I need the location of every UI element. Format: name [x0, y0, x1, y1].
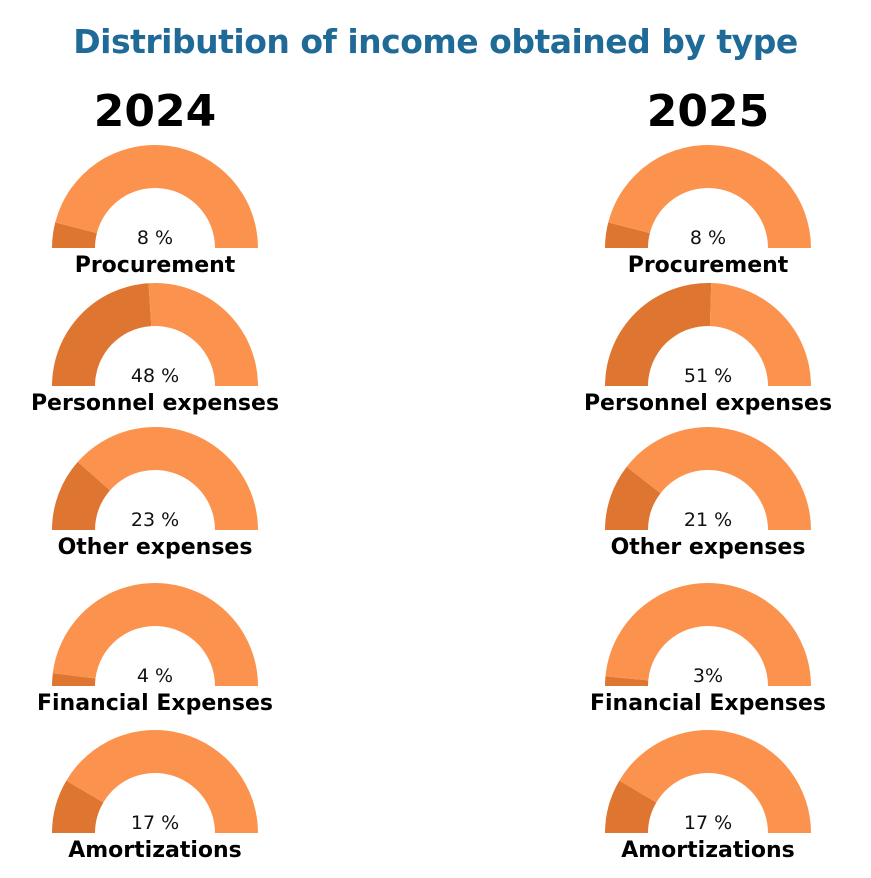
gauge-remainder-arc	[66, 729, 259, 833]
gauge-category-label: Procurement	[75, 253, 236, 278]
gauge-value-arc	[52, 461, 110, 530]
gauge-remainder-arc	[55, 144, 259, 248]
gauge-value-label: 4 %	[137, 665, 173, 687]
gauge-value-arc	[605, 676, 649, 686]
gauge-remainder-arc	[148, 282, 258, 386]
chart-title: Distribution of income obtained by type	[73, 22, 798, 61]
gauge-remainder-arc	[52, 582, 258, 686]
year-2025-heading: 2025	[646, 86, 770, 137]
gauge-category-label: Amortizations	[621, 838, 795, 863]
gauge-remainder-arc	[77, 427, 259, 530]
gauge-value-arc	[52, 283, 152, 386]
gauge-value-label: 17 %	[684, 812, 732, 834]
gauge-value-label: 8 %	[137, 227, 173, 249]
gauge-value-label: 21 %	[684, 509, 732, 531]
gauge-value-arc	[52, 780, 104, 833]
gauge-value-arc	[605, 780, 657, 833]
gauge-value-label: 8 %	[690, 227, 726, 249]
gauge-value-label: 3%	[693, 665, 723, 687]
year-2024-heading: 2024	[93, 86, 217, 137]
gauge-category-label: Financial Expenses	[590, 691, 826, 716]
gauge-category-label: Financial Expenses	[37, 691, 273, 716]
gauge-value-arc	[605, 466, 661, 530]
gauge-value-arc	[605, 222, 650, 248]
gauge-remainder-arc	[605, 582, 811, 686]
gauge-value-label: 51 %	[684, 365, 732, 387]
gauge-category-label: Personnel expenses	[31, 391, 279, 416]
gauge-category-label: Procurement	[628, 253, 789, 278]
gauge-remainder-arc	[626, 426, 811, 530]
gauge-value-arc	[605, 283, 712, 386]
gauge-value-label: 17 %	[131, 812, 179, 834]
gauge-category-label: Other expenses	[611, 535, 806, 560]
gauge-value-arc	[52, 673, 96, 686]
gauge-value-label: 48 %	[131, 365, 179, 387]
gauge-value-label: 23 %	[131, 509, 179, 531]
gauge-remainder-arc	[709, 283, 811, 386]
gauge-category-label: Personnel expenses	[584, 391, 832, 416]
gauge-remainder-arc	[608, 145, 811, 248]
gauge-category-label: Amortizations	[68, 838, 242, 863]
gauge-category-label: Other expenses	[58, 535, 253, 560]
gauge-remainder-arc	[619, 729, 811, 833]
gauge-value-arc	[52, 222, 97, 248]
